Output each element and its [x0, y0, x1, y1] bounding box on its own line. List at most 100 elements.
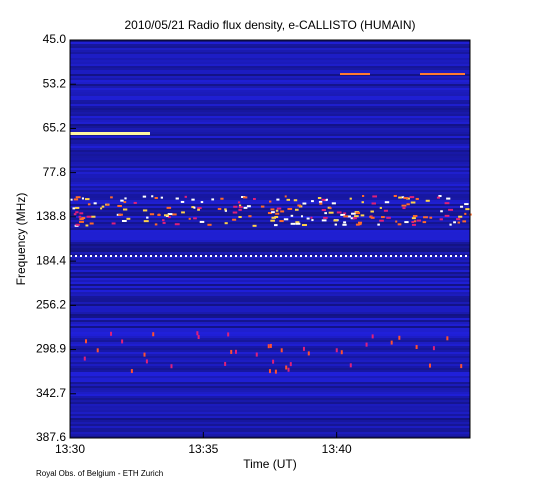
texture-burst: [301, 224, 307, 227]
texture-row: [70, 342, 470, 344]
texture-dot: [335, 255, 337, 257]
texture-row: [70, 94, 470, 96]
texture-row: [70, 284, 470, 286]
texture-burst: [456, 218, 461, 221]
texture-row: [70, 236, 470, 238]
texture-burst: [342, 223, 347, 226]
texture-dot: [180, 255, 182, 257]
texture-burst: [439, 218, 443, 221]
texture-row: [70, 72, 470, 74]
texture-spot: [285, 365, 288, 370]
texture-burst: [416, 219, 421, 222]
texture-burst: [238, 216, 242, 219]
texture-dot: [415, 255, 417, 257]
texture-burst: [462, 220, 467, 223]
texture-burst: [413, 220, 417, 223]
texture-burst: [110, 196, 113, 199]
texture-row: [70, 250, 470, 252]
texture-row: [70, 368, 470, 370]
texture-row: [70, 304, 470, 306]
texture-dot: [295, 255, 297, 257]
texture-row: [70, 296, 470, 298]
texture-dot: [175, 255, 177, 257]
texture-spot: [340, 350, 343, 355]
texture-row: [70, 366, 470, 368]
texture-row: [70, 380, 470, 382]
texture-burst: [370, 216, 375, 219]
texture-burst: [352, 217, 357, 220]
texture-dot: [80, 255, 82, 257]
texture-row: [70, 248, 470, 250]
texture-row: [70, 276, 470, 278]
texture-row: [70, 230, 470, 232]
texture-burst: [324, 212, 327, 215]
texture-dot: [350, 255, 352, 257]
texture-row: [70, 124, 470, 126]
texture-row: [70, 396, 470, 398]
texture-burst: [310, 216, 313, 219]
texture-spot: [365, 342, 368, 347]
texture-spot: [152, 332, 155, 337]
texture-row: [70, 64, 470, 66]
texture-row: [70, 210, 470, 212]
texture-burst: [157, 213, 161, 216]
texture-spot: [130, 369, 133, 374]
texture-burst: [101, 205, 105, 208]
texture-burst: [401, 196, 405, 199]
texture-row: [70, 196, 470, 198]
texture-row: [70, 222, 470, 224]
texture-dot: [275, 255, 277, 257]
texture-row: [70, 228, 470, 230]
texture-burst: [274, 224, 278, 227]
texture-row: [70, 190, 470, 192]
texture-dot: [220, 255, 222, 257]
texture-row: [70, 330, 470, 332]
texture-row: [70, 314, 470, 316]
texture-burst: [81, 197, 84, 200]
texture-dot: [370, 255, 372, 257]
texture-dot: [160, 255, 162, 257]
texture-row: [70, 290, 470, 292]
texture-burst: [360, 214, 365, 217]
texture-row: [70, 414, 470, 416]
texture-spot: [96, 348, 99, 353]
texture-row: [70, 160, 470, 162]
texture-burst: [323, 216, 328, 219]
texture-row: [70, 362, 470, 364]
x-tick-label: 13:35: [188, 442, 218, 456]
texture-row: [70, 154, 470, 156]
texture-row: [70, 282, 470, 284]
texture-burst: [346, 215, 351, 218]
texture-burst: [162, 219, 165, 222]
texture-burst: [286, 198, 291, 201]
texture-row: [70, 204, 470, 206]
texture-spot: [349, 363, 352, 368]
texture-row: [70, 150, 470, 152]
texture-row: [70, 262, 470, 264]
texture-dot: [190, 255, 192, 257]
texture-dot: [125, 255, 127, 257]
texture-row: [70, 84, 470, 86]
texture-burst: [279, 220, 284, 223]
texture-burst: [402, 207, 406, 210]
texture-burst: [464, 212, 467, 215]
texture-row: [70, 338, 470, 340]
texture-burst: [74, 206, 80, 209]
texture-row: [70, 88, 470, 90]
texture-burst: [220, 197, 224, 200]
texture-burst: [142, 209, 148, 212]
texture-dot: [435, 255, 437, 257]
texture-row: [70, 378, 470, 380]
texture-burst: [197, 208, 200, 211]
texture-row: [70, 90, 470, 92]
texture-row: [70, 348, 470, 350]
texture-row: [70, 98, 470, 100]
texture-burst: [300, 215, 303, 218]
texture-burst: [372, 195, 378, 198]
texture-row: [70, 398, 470, 400]
x-tick-label: 13:30: [55, 442, 85, 456]
texture-burst: [160, 196, 163, 199]
texture-row: [70, 322, 470, 324]
texture-row: [70, 246, 470, 248]
texture-row: [70, 374, 470, 376]
